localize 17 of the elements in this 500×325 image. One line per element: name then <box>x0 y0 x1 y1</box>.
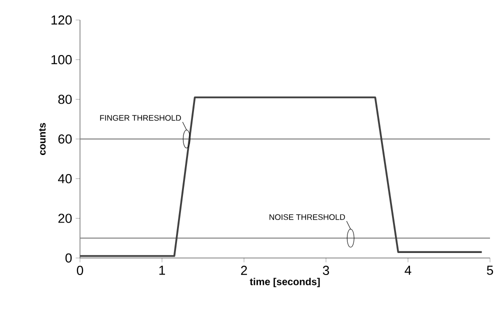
y-axis-title: counts <box>39 123 46 155</box>
y-tick-label: 20 <box>58 214 72 223</box>
x-tick-label: 1 <box>159 266 165 275</box>
x-tick-label: 5 <box>486 266 494 275</box>
y-tick-label: 100 <box>52 55 72 64</box>
y-tick-label: 60 <box>58 134 72 144</box>
annotation: NOISE THRESHOLD <box>270 214 345 220</box>
x-tick-label: 0 <box>76 266 84 276</box>
y-tick-label: 120 <box>52 15 72 25</box>
x-axis-title: time [seconds] <box>250 278 320 288</box>
y-tick-label: 0 <box>65 253 72 263</box>
x-tick-label: 3 <box>322 266 330 276</box>
x-tick-label: 4 <box>404 266 412 275</box>
x-tick-label: 2 <box>241 266 247 275</box>
annotation: FINGER THRESHOLD <box>100 115 181 121</box>
y-tick-label: 80 <box>58 94 72 104</box>
y-tick-label: 40 <box>58 174 72 184</box>
